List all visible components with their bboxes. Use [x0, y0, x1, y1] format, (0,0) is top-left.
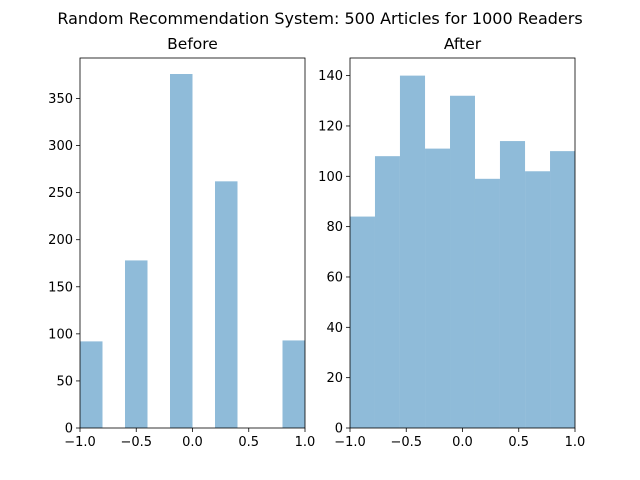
after-bar — [425, 148, 451, 428]
before-y-tick-label: 250 — [48, 186, 73, 201]
after-x-tick-label: −1.0 — [334, 435, 366, 450]
before-x-tick-label: 0.5 — [238, 435, 259, 450]
before-bar — [215, 181, 238, 428]
before-y-tick-label: 50 — [56, 374, 73, 389]
before-x-tick-label: −0.5 — [120, 435, 152, 450]
after-panel: After −1.0 −0.5 0.0 0.5 1.0 0 20 40 60 80 100 120 14… — [318, 35, 585, 450]
before-y-tick-label: 300 — [48, 139, 73, 154]
after-bar — [374, 156, 400, 428]
after-bar — [450, 95, 475, 429]
before-x-tick-label: 0.0 — [182, 435, 203, 450]
after-bar — [350, 216, 375, 428]
after-x-tick-label: −0.5 — [390, 435, 422, 450]
before-y-tick-label: 350 — [48, 92, 73, 107]
after-x-tick-label: 1.0 — [565, 435, 586, 450]
after-y-tick-label: 140 — [318, 69, 343, 84]
before-bar — [80, 341, 103, 428]
after-bar — [399, 75, 426, 428]
before-bar — [125, 260, 148, 428]
after-y-tick-label: 0 — [335, 422, 343, 437]
before-panel: Before −1.0 −0.5 0.0 0.5 1.0 0 50 100 150 200 250 3… — [48, 35, 315, 450]
after-y-tick-label: 100 — [318, 170, 343, 185]
after-y-tick-label: 80 — [326, 220, 343, 235]
after-y-tick-label: 20 — [326, 371, 343, 386]
after-y-tick-label: 60 — [326, 270, 343, 285]
after-panel-title: After — [444, 35, 482, 53]
before-y-tick-label: 100 — [48, 327, 73, 342]
before-y-tick-label: 150 — [48, 280, 73, 295]
figure-title: Random Recommendation System: 500 Articl… — [57, 9, 582, 28]
before-bar — [170, 74, 193, 428]
before-x-tick-label: −1.0 — [64, 435, 96, 450]
after-bar — [499, 141, 526, 428]
after-bar — [550, 151, 575, 428]
before-x-tick-label: 1.0 — [295, 435, 316, 450]
after-bar — [474, 178, 500, 428]
before-bar — [282, 340, 305, 428]
after-y-tick-label: 40 — [326, 321, 343, 336]
after-x-tick-label: 0.0 — [452, 435, 473, 450]
before-y-tick-label: 0 — [65, 422, 73, 437]
before-panel-title: Before — [167, 35, 218, 53]
before-y-tick-label: 200 — [48, 233, 73, 248]
after-x-tick-label: 0.5 — [508, 435, 529, 450]
after-bar — [525, 171, 551, 428]
after-y-tick-label: 120 — [318, 119, 343, 134]
